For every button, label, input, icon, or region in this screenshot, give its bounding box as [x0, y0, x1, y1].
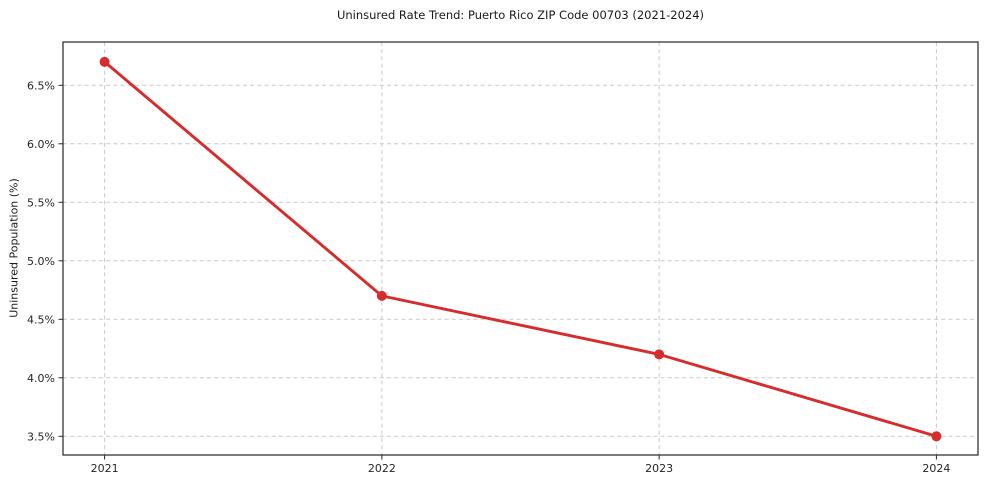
y-tick-label: 6.0% [27, 138, 55, 151]
trend-line [103, 60, 938, 438]
y-tick-label: 4.5% [27, 313, 55, 326]
y-tick-label: 3.5% [27, 430, 55, 443]
plot-border [62, 41, 979, 456]
y-axis-label: Uninsured Population (%) [7, 178, 21, 318]
data-point-marker [376, 290, 387, 301]
data-point-marker [99, 56, 110, 67]
x-tick-label: 2022 [368, 462, 396, 475]
y-tick-label: 4.0% [27, 372, 55, 385]
y-tick-label: 5.5% [27, 196, 55, 209]
x-tick-label: 2021 [91, 462, 119, 475]
chart-title: Uninsured Rate Trend: Puerto Rico ZIP Co… [336, 8, 705, 22]
data-point-marker [654, 349, 665, 360]
data-point-marker [931, 431, 942, 442]
x-tick-label: 2023 [645, 462, 673, 475]
y-tick-label: 5.0% [27, 255, 55, 268]
y-tick-label: 6.5% [27, 79, 55, 92]
x-tick-label: 2024 [922, 462, 950, 475]
